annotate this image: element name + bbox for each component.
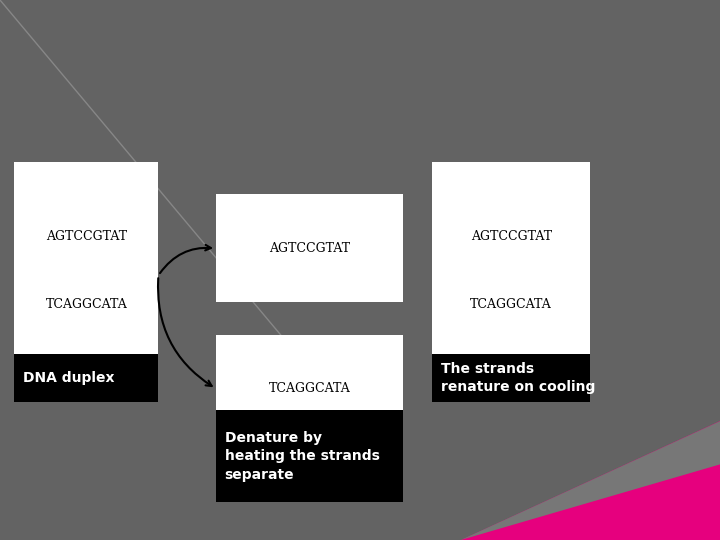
Text: TCAGGCATA: TCAGGCATA: [470, 299, 552, 312]
Bar: [432, 162, 590, 389]
Bar: [432, 354, 590, 402]
Text: AGTCCGTAT: AGTCCGTAT: [471, 231, 552, 244]
Polygon shape: [461, 421, 720, 540]
Bar: [216, 194, 403, 302]
Text: Denature by
heating the strands
separate: Denature by heating the strands separate: [225, 431, 379, 482]
Text: DNA duplex: DNA duplex: [23, 371, 114, 385]
Text: TCAGGCATA: TCAGGCATA: [269, 382, 351, 395]
Text: AGTCCGTAT: AGTCCGTAT: [269, 242, 350, 255]
Text: TCAGGCATA: TCAGGCATA: [45, 299, 127, 312]
Bar: [14, 354, 158, 402]
Polygon shape: [461, 421, 720, 540]
Bar: [14, 162, 158, 389]
Bar: [216, 335, 403, 443]
Bar: [216, 410, 403, 502]
Text: AGTCCGTAT: AGTCCGTAT: [46, 231, 127, 244]
Text: The strands
renature on cooling: The strands renature on cooling: [441, 362, 595, 394]
